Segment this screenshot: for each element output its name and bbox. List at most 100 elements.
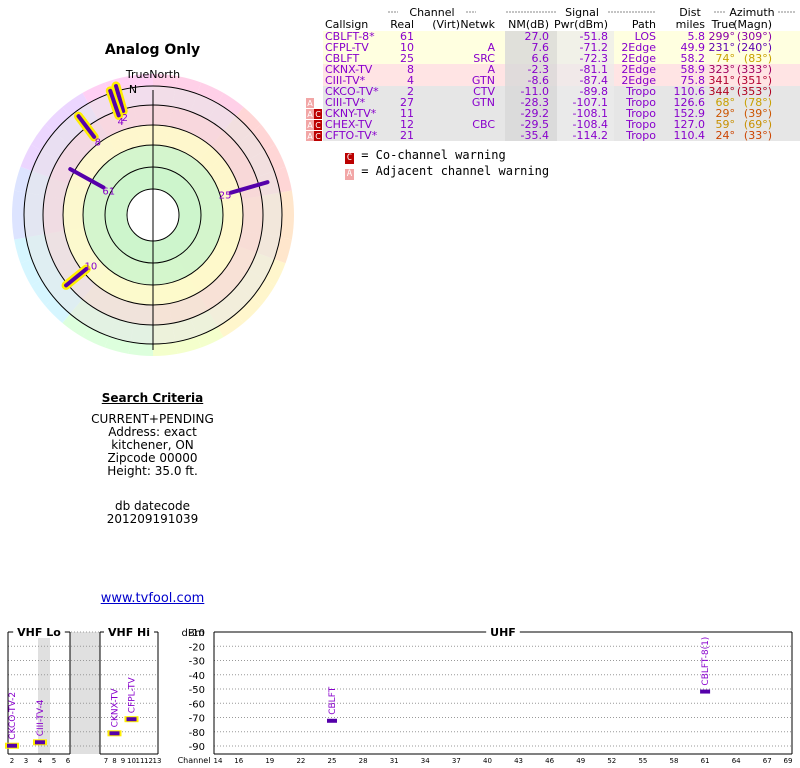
db-datecode-label: db datecode (114, 499, 191, 513)
table-cell-az_true: 231° (709, 41, 736, 54)
table-cell-az_true: 59° (716, 118, 736, 131)
column-header-callsign: Callsign (325, 18, 368, 31)
x-tick-label: 16 (234, 757, 243, 765)
tvfool-link[interactable]: www.tvfool.com (100, 591, 205, 606)
x-tick-label: 37 (452, 757, 461, 765)
nm-column-shade (505, 53, 557, 64)
co-channel-warning-symbol: C (315, 121, 321, 130)
table-cell-path: Tropo (625, 107, 656, 120)
x-tick-label: 13 (153, 757, 162, 765)
table-cell-nm: -35.4 (521, 129, 549, 142)
group-header-azimuth: Azimuth (729, 6, 774, 19)
search-criteria-line: Address: exact (108, 425, 197, 439)
table-cell-az_true: 68° (716, 96, 736, 109)
x-tick-label: 19 (265, 757, 274, 765)
adjacent-warning-symbol: A (307, 121, 313, 130)
x-tick-label: 5 (52, 757, 56, 765)
co-channel-warning-badge (314, 120, 322, 130)
table-cell-nm: -2.3 (528, 63, 549, 76)
table-cell-callsign: CKNY-TV* (325, 107, 377, 120)
table-cell-az_magn: (333°) (737, 63, 772, 76)
x-tick-label: 4 (38, 757, 43, 765)
table-cell-miles: 75.8 (681, 74, 706, 87)
x-tick-label: 22 (296, 757, 305, 765)
pwr-column-shade (557, 42, 614, 53)
nm-column-shade (505, 97, 557, 108)
polar-mark-label: 25 (219, 190, 232, 201)
table-cell-real: 25 (400, 52, 414, 65)
db-datecode-value: 201209191039 (106, 512, 199, 526)
table-cell-az_magn: (39°) (744, 107, 772, 120)
nm-column-shade (505, 108, 557, 119)
pwr-column-shade (557, 64, 614, 75)
station-table: Channel Signal Dist Azimuth Callsign Real (Vir… (306, 6, 800, 142)
warning-legend: C = Co-channel warning A = Adjacent chan… (345, 148, 800, 180)
table-cell-pwr: -114.2 (573, 129, 608, 142)
table-cell-az_magn: (351°) (737, 74, 772, 87)
x-tick-label: 12 (144, 757, 153, 765)
spectrum-mark-label: CFPL-TV (128, 677, 138, 714)
table-cell-az_true: 24° (716, 129, 736, 142)
table-cell-nm: 6.6 (532, 52, 550, 65)
x-tick-label: 10 (127, 757, 136, 765)
adjacent-warning-symbol: A (307, 99, 313, 108)
spectrum-mark-CFPL-TV (126, 717, 137, 722)
co-channel-swatch: C (345, 153, 354, 164)
table-cell-netwk: SRC (473, 52, 495, 65)
nm-column-shade (505, 86, 557, 97)
table-cell-miles: 127.0 (674, 118, 706, 131)
x-tick-label: 61 (701, 757, 710, 765)
y-tick-label: -80 (189, 728, 205, 739)
table-cell-miles: 5.8 (688, 30, 706, 43)
adjacent-warning-symbol: A (307, 110, 313, 119)
nm-column-shade (505, 119, 557, 130)
table-cell-real: 4 (407, 74, 414, 87)
table-cell-netwk: GTN (472, 96, 495, 109)
adjacent-swatch: A (345, 169, 354, 180)
table-cell-callsign: CFPL-TV (325, 41, 369, 54)
table-cell-miles: 58.2 (681, 52, 706, 65)
column-header-virt: (Virt) (432, 18, 460, 31)
table-cell-az_true: 74° (716, 52, 736, 65)
vhf-hi-label: VHF Hi (108, 626, 150, 639)
co-channel-warning-badge (314, 131, 322, 141)
db-datecode: db datecode 201209191039 (0, 500, 305, 526)
table-cell-path: 2Edge (621, 52, 656, 65)
table-cell-pwr: -71.2 (580, 41, 608, 54)
search-criteria-line: Height: 35.0 ft. (107, 464, 198, 478)
polar-mark-label: 61 (102, 186, 115, 197)
x-tick-label: 69 (784, 757, 793, 765)
table-header: Channel Signal Dist Azimuth Callsign Real (Vir… (325, 6, 796, 31)
x-tick-label: 31 (390, 757, 399, 765)
x-tick-label: 58 (670, 757, 679, 765)
column-header-real: Real (390, 18, 414, 31)
nm-column-shade (505, 75, 557, 86)
column-header-path: Path (632, 18, 656, 31)
table-cell-real: 10 (400, 41, 414, 54)
table-body: CBLFT-8* 61 27.0 -51.8 LOS 5.8 299° (309°) CFPL-… (306, 30, 800, 142)
pwr-column-shade (557, 75, 614, 86)
spectrum-mark-label: CKCO-TV-2 (8, 692, 18, 740)
polar-mark-2 (114, 83, 126, 113)
x-tick-label: 46 (545, 757, 554, 765)
table-cell-pwr: -87.4 (580, 74, 608, 87)
table-cell-real: 8 (407, 63, 414, 76)
table-cell-az_true: 323° (709, 63, 736, 76)
table-cell-real: 61 (400, 30, 414, 43)
y-tick-label: -10 (189, 628, 205, 639)
table-cell-real: 11 (400, 107, 414, 120)
table-cell-pwr: -89.8 (580, 85, 608, 98)
table-cell-az_magn: (240°) (737, 41, 772, 54)
pwr-column-shade (557, 108, 614, 119)
adjacent-warning-symbol: A (307, 132, 313, 141)
y-tick-label: -70 (189, 714, 205, 725)
table-cell-netwk: CBC (472, 118, 495, 131)
table-cell-miles: 152.9 (674, 107, 706, 120)
uhf-label: UHF (490, 626, 516, 639)
y-axis-label: dBm (182, 628, 205, 639)
y-tick-label: -50 (189, 685, 205, 696)
spectrum-station-marks: CKCO-TV-2 CIII-TV-4 CKNX-TV CFPL-TV CBLFT CBL… (5, 637, 711, 749)
pwr-column-shade (557, 53, 614, 64)
table-cell-miles: 110.4 (674, 129, 706, 142)
y-tick-label: -90 (189, 742, 205, 753)
